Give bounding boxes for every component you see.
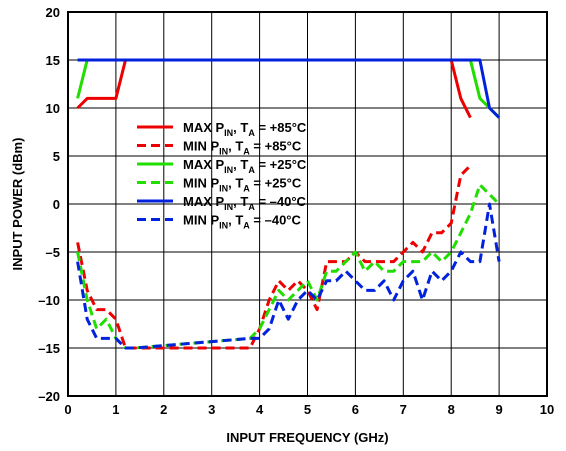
legend-label: MIN PIN, TA = –40°C xyxy=(183,213,302,231)
legend-label: MAX PIN, TA = –40°C xyxy=(183,194,307,212)
y-tick-label: –10 xyxy=(38,293,60,308)
x-tick-label: 6 xyxy=(352,402,359,417)
y-tick-label: 5 xyxy=(53,149,60,164)
y-tick-label: –20 xyxy=(38,389,60,404)
y-tick-label: 10 xyxy=(46,101,60,116)
x-tick-label: 5 xyxy=(304,402,311,417)
y-tick-label: –15 xyxy=(38,341,60,356)
legend-label: MAX PIN, TA = +85°C xyxy=(183,120,307,138)
series-line-5 xyxy=(77,58,501,119)
x-tick-label: 4 xyxy=(256,402,264,417)
x-tick-label: 0 xyxy=(64,402,71,417)
series-lines xyxy=(76,58,501,350)
y-tick-label: 20 xyxy=(46,5,60,20)
x-tick-label: 7 xyxy=(400,402,407,417)
legend-label: MIN PIN, TA = +85°C xyxy=(183,139,302,157)
y-tick-label: 0 xyxy=(53,197,60,212)
plot-frame xyxy=(67,11,548,397)
x-tick-label: 9 xyxy=(495,402,502,417)
x-tick-labels: 0 1 2 3 4 5 6 7 8 9 10 xyxy=(64,402,554,417)
y-tick-label: –5 xyxy=(46,245,60,260)
y-axis-title: INPUT POWER (dBm) xyxy=(10,138,25,271)
series-line-2 xyxy=(76,164,472,350)
y-tick-label: 15 xyxy=(46,53,60,68)
legend-label: MAX PIN, TA = +25°C xyxy=(183,157,307,175)
x-tick-label: 10 xyxy=(540,402,554,417)
legend-label: MIN PIN, TA = +25°C xyxy=(183,176,302,194)
x-tick-label: 3 xyxy=(208,402,215,417)
x-tick-label: 1 xyxy=(112,402,119,417)
x-tick-label: 8 xyxy=(448,402,455,417)
x-tick-label: 2 xyxy=(160,402,167,417)
series-line-6 xyxy=(76,202,501,350)
y-tick-labels: 20 15 10 5 0 –5 –10 –15 –20 xyxy=(38,5,60,404)
x-axis-title: INPUT FREQUENCY (GHz) xyxy=(226,430,388,445)
